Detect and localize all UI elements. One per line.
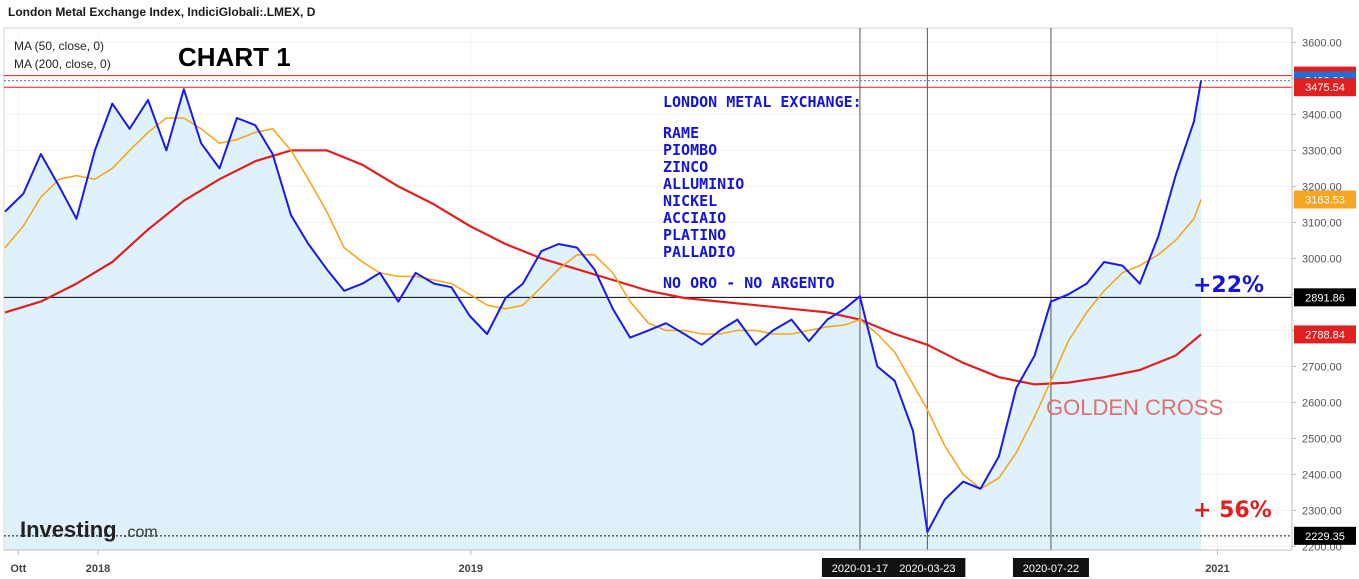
note-item-piombo: PIOMBO bbox=[663, 141, 717, 159]
note-item-nickel: NICKEL bbox=[663, 192, 717, 210]
legend-ma50[interactable]: MA (50, close, 0) bbox=[14, 39, 104, 53]
y-tick-label: 3200.00 bbox=[1302, 181, 1342, 193]
price-badges: 3507.753493.903475.543163.532891.862788.… bbox=[1294, 66, 1356, 545]
price-horizontal-lines bbox=[4, 75, 1292, 537]
y-tick-label: 2700.00 bbox=[1302, 361, 1342, 373]
price-badge-2788.84 bbox=[1294, 325, 1356, 344]
y-tick-label: 2300.00 bbox=[1302, 505, 1342, 517]
y-tick-label: 3000.00 bbox=[1302, 253, 1342, 265]
note-metal-list: RAMEPIOMBOZINCOALLUMINIONICKELACCIAIOPLA… bbox=[663, 124, 744, 261]
date-badge-2020-07-22 bbox=[1012, 558, 1089, 577]
x-tick-label: Ott bbox=[10, 563, 26, 575]
price-badge-label: 2229.35 bbox=[1305, 531, 1345, 543]
price-badge-label: 2788.84 bbox=[1305, 329, 1345, 341]
x-tick-label: 2019 bbox=[459, 563, 483, 575]
y-tick-label: 3600.00 bbox=[1302, 37, 1342, 49]
price-area-layer bbox=[5, 80, 1202, 550]
golden-cross-label: GOLDEN CROSS bbox=[1046, 395, 1223, 420]
price-area-fill bbox=[5, 80, 1202, 550]
y-tick-label: 3100.00 bbox=[1302, 217, 1342, 229]
y-tick-label: 3400.00 bbox=[1302, 109, 1342, 121]
price-badge-3475.54 bbox=[1294, 78, 1356, 97]
y-tick-label: 2600.00 bbox=[1302, 397, 1342, 409]
date-badge-label: 2020-03-23 bbox=[899, 563, 955, 575]
price-badge-label: 3475.54 bbox=[1305, 82, 1345, 94]
note-item-platino: PLATINO bbox=[663, 226, 726, 244]
series-line-ma-50-close-0 bbox=[4, 117, 1202, 490]
note-item-alluminio: ALLUMINIO bbox=[663, 175, 744, 193]
date-badge-label: 2020-07-22 bbox=[1023, 563, 1079, 575]
note-item-rame: RAME bbox=[663, 124, 699, 142]
logo-brand: Investing bbox=[20, 517, 117, 542]
date-badge-label: 2020-01-17 bbox=[832, 563, 888, 575]
note-title: LONDON METAL EXCHANGE: bbox=[663, 93, 862, 111]
legend-ma200[interactable]: MA (200, close, 0) bbox=[14, 57, 111, 71]
date-badge-2020-01-17 bbox=[821, 558, 898, 577]
note-footer: NO ORO - NO ARGENTO bbox=[663, 274, 835, 292]
pct-up-22-label: +22% bbox=[1193, 273, 1264, 298]
pct-up-56-label: + 56% bbox=[1193, 498, 1272, 523]
price-badge-2891.86 bbox=[1294, 288, 1356, 307]
note-item-palladio: PALLADIO bbox=[663, 243, 735, 261]
series-line-lmex bbox=[4, 80, 1203, 533]
chart-tag: CHART 1 bbox=[178, 42, 291, 72]
x-tick-label: 2018 bbox=[86, 563, 110, 575]
date-badges: 2020-01-17 2020-03-23 2020-07-22 bbox=[821, 558, 1089, 577]
price-badge-label: 2891.86 bbox=[1305, 292, 1345, 304]
price-badge-2229.35 bbox=[1294, 526, 1356, 545]
date-badge-2020-03-23 bbox=[889, 558, 966, 577]
logo-suffix: .com bbox=[123, 524, 158, 541]
y-tick-label: 3300.00 bbox=[1302, 145, 1342, 157]
price-badge-label: 3163.53 bbox=[1305, 195, 1345, 207]
investing-logo: Investing .com bbox=[20, 517, 158, 542]
series-layer bbox=[4, 80, 1203, 533]
chart-title: London Metal Exchange Index, IndiciGloba… bbox=[8, 5, 316, 19]
note-item-zinco: ZINCO bbox=[663, 158, 708, 176]
x-tick-label: 2021 bbox=[1205, 563, 1229, 575]
y-tick-label: 2500.00 bbox=[1302, 433, 1342, 445]
price-badge-3163.53 bbox=[1294, 190, 1356, 209]
series-line-ma-200-close-0 bbox=[4, 149, 1202, 386]
y-tick-label: 2400.00 bbox=[1302, 469, 1342, 481]
note-item-acciaio: ACCIAIO bbox=[663, 209, 726, 227]
highlight-vertical-lines bbox=[859, 28, 1052, 550]
x-axis-ticks: Ott 2018 2019 2021 bbox=[10, 550, 1230, 575]
